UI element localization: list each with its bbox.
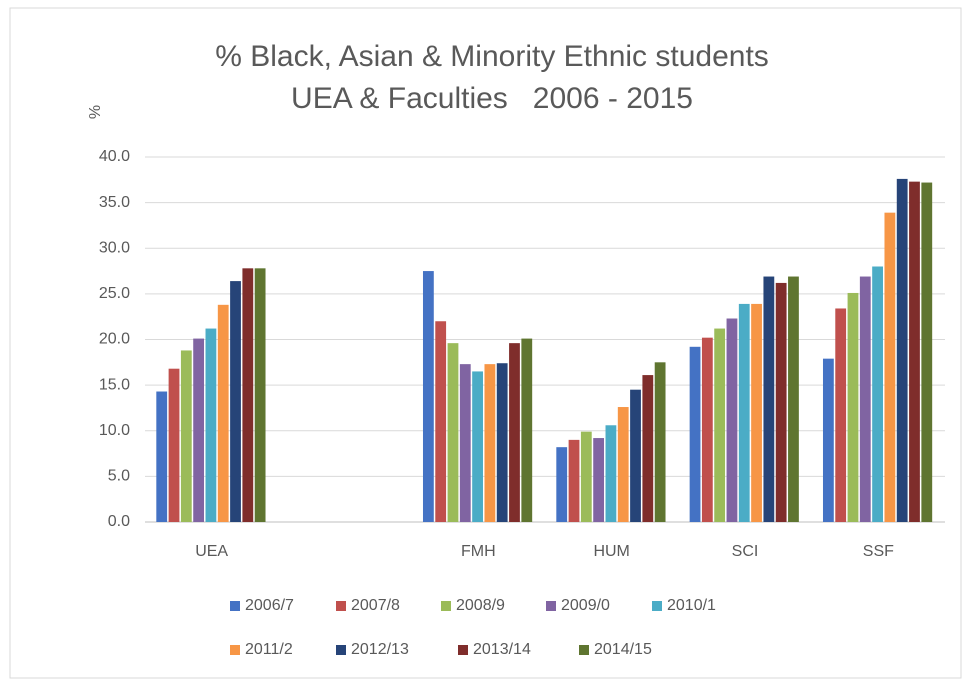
bar <box>435 321 447 522</box>
bar <box>701 337 713 522</box>
bar <box>180 350 192 522</box>
y-axis-label: % <box>87 105 104 119</box>
bar <box>193 338 205 522</box>
legend-swatch <box>579 645 589 655</box>
legend-swatch <box>546 601 556 611</box>
chart-subtitle: UEA & Faculties 2006 - 2015 <box>291 82 693 115</box>
chart-title: % Black, Asian & Minority Ethnic student… <box>215 40 769 73</box>
legend-label: 2012/13 <box>351 641 409 658</box>
legend-label: 2008/9 <box>456 597 505 614</box>
x-tick-label: HUM <box>593 543 629 560</box>
chart-border <box>9 7 962 679</box>
bar <box>254 268 266 522</box>
y-tick-label: 35.0 <box>99 194 130 211</box>
bar <box>689 346 701 522</box>
bar <box>459 364 471 522</box>
legend-label: 2010/1 <box>667 597 716 614</box>
legend-label: 2009/0 <box>561 597 610 614</box>
bar <box>521 338 533 522</box>
bar <box>556 447 568 522</box>
legend-swatch <box>336 645 346 655</box>
bar <box>472 371 483 522</box>
y-tick-label: 30.0 <box>99 239 130 256</box>
bar <box>872 266 883 522</box>
bar <box>775 282 787 522</box>
legend-swatch <box>230 601 240 611</box>
bar <box>156 391 168 522</box>
bar <box>242 268 254 522</box>
legend-swatch <box>336 601 346 611</box>
legend-label: 2014/15 <box>594 641 652 658</box>
bar <box>654 362 666 522</box>
y-tick-label: 5.0 <box>108 468 130 485</box>
legend-swatch <box>441 601 451 611</box>
bar <box>422 271 434 522</box>
bar <box>168 368 180 522</box>
bar <box>751 303 762 522</box>
bar <box>738 303 750 522</box>
bar <box>447 343 459 522</box>
bar <box>884 212 896 522</box>
bar <box>642 375 654 522</box>
x-tick-label: SCI <box>732 543 759 560</box>
x-tick-label: FMH <box>461 543 496 560</box>
legend-swatch <box>230 645 240 655</box>
bar <box>763 276 775 522</box>
bar <box>230 281 241 522</box>
legend-label: 2011/2 <box>245 641 293 658</box>
y-tick-label: 10.0 <box>99 422 130 439</box>
bar <box>822 358 834 522</box>
y-tick-label: 20.0 <box>99 331 130 348</box>
bar <box>605 425 617 522</box>
bar <box>726 318 738 522</box>
legend-swatch <box>652 601 662 611</box>
bar <box>847 292 859 522</box>
bar <box>896 178 908 522</box>
y-tick-label: 25.0 <box>99 285 130 302</box>
bar <box>630 389 641 522</box>
bar <box>714 328 726 522</box>
x-tick-label: UEA <box>195 543 228 560</box>
legend-label: 2006/7 <box>245 597 294 614</box>
bar <box>617 407 629 522</box>
bar <box>580 431 592 522</box>
bar <box>205 328 217 522</box>
bar <box>496 363 508 522</box>
bar <box>217 304 229 522</box>
bar <box>788 276 799 522</box>
bar <box>593 438 605 522</box>
y-tick-label: 40.0 <box>99 148 130 165</box>
legend-swatch <box>458 645 468 655</box>
legend-label: 2007/8 <box>351 597 400 614</box>
bar <box>835 308 847 522</box>
bar <box>859 276 871 522</box>
bar <box>568 439 580 522</box>
y-tick-label: 0.0 <box>108 513 130 530</box>
legend-label: 2013/14 <box>473 641 531 658</box>
bar <box>484 364 496 522</box>
bar <box>909 181 920 522</box>
bar <box>509 343 520 522</box>
bar <box>921 182 933 523</box>
y-tick-label: 15.0 <box>99 376 130 393</box>
x-tick-label: SSF <box>863 543 894 560</box>
